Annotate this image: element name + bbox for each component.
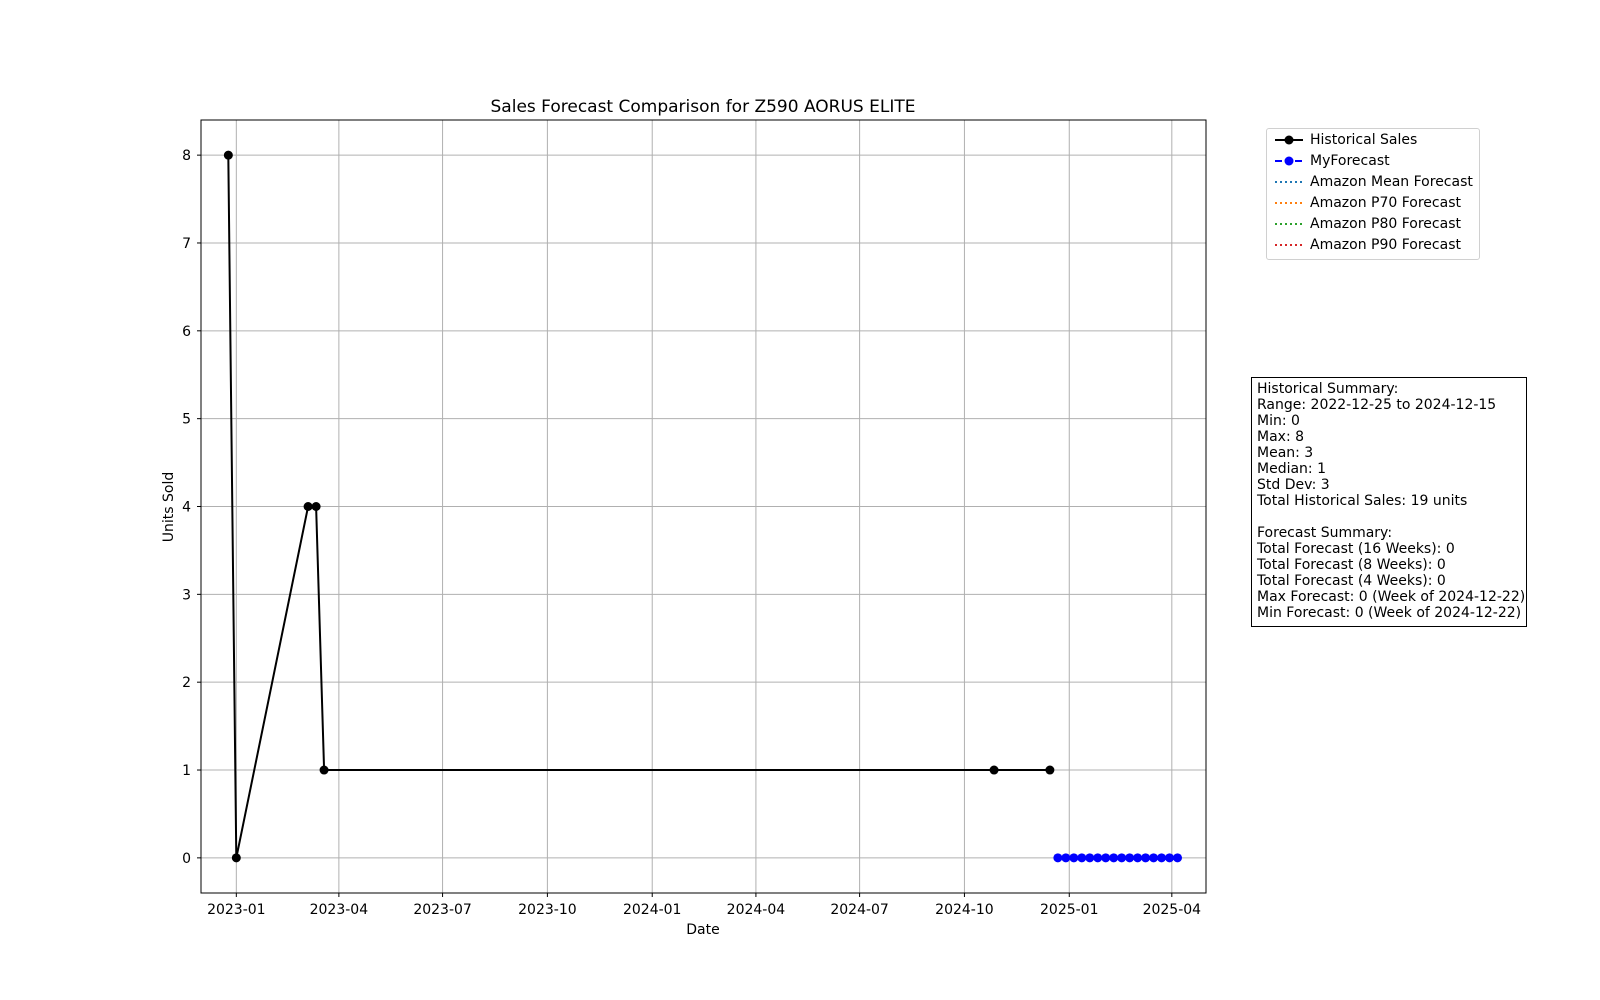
y-tick-label: 4 bbox=[182, 500, 191, 516]
legend-label: Amazon P80 Forecast bbox=[1310, 216, 1461, 232]
legend-label: Amazon Mean Forecast bbox=[1310, 174, 1473, 190]
x-axis-label: Date bbox=[686, 922, 719, 938]
myforecast-point bbox=[1157, 853, 1167, 863]
summary-line bbox=[1257, 509, 1521, 525]
myforecast-point bbox=[1173, 853, 1183, 863]
axis-ticks: 0 1 2 3 4 5 6 7 8 2023-01 2023-04 2023-07 2023-10 202… bbox=[182, 148, 1201, 918]
summary-line: Max: 8 bbox=[1257, 429, 1305, 445]
summary-line: Median: 1 bbox=[1257, 461, 1326, 477]
y-tick-label: 3 bbox=[182, 587, 191, 603]
legend-swatch bbox=[1275, 223, 1303, 225]
x-tick-label: 2024-04 bbox=[727, 902, 786, 918]
myforecast-point bbox=[1077, 853, 1087, 863]
myforecast-point bbox=[1101, 853, 1111, 863]
y-tick-label: 7 bbox=[182, 236, 191, 252]
y-tick-label: 0 bbox=[182, 851, 191, 867]
summary-line: Std Dev: 3 bbox=[1257, 477, 1330, 493]
historical-sales-point bbox=[311, 502, 321, 511]
series-layer bbox=[223, 150, 1183, 863]
myforecast-point bbox=[1109, 853, 1119, 863]
myforecast-point bbox=[1149, 853, 1159, 863]
summary-line: Historical Summary: bbox=[1257, 381, 1399, 397]
grid bbox=[201, 120, 1206, 893]
legend-item-historical-sales: Historical Sales bbox=[1267, 130, 1479, 150]
legend-swatch bbox=[1275, 156, 1303, 166]
legend-label: Historical Sales bbox=[1310, 132, 1418, 148]
legend-swatch bbox=[1275, 202, 1303, 204]
myforecast-point bbox=[1085, 853, 1095, 863]
summary-box: Historical Summary: Range: 2022-12-25 to… bbox=[1251, 377, 1527, 627]
myforecast-point bbox=[1053, 853, 1063, 863]
historical-sales-point bbox=[231, 853, 241, 863]
x-tick-label: 2024-10 bbox=[935, 902, 994, 918]
summary-line: Min Forecast: 0 (Week of 2024-12-22) bbox=[1257, 605, 1522, 621]
summary-line: Range: 2022-12-25 to 2024-12-15 bbox=[1257, 397, 1497, 413]
summary-line: Mean: 3 bbox=[1257, 445, 1314, 461]
y-tick-label: 1 bbox=[182, 763, 191, 779]
legend: Historical Sales MyForecast Amazon Mean … bbox=[1266, 128, 1480, 260]
legend-item-amazon-p80-forecast: Amazon P80 Forecast bbox=[1267, 214, 1479, 234]
legend-label: MyForecast bbox=[1310, 153, 1390, 169]
legend-swatch bbox=[1275, 135, 1303, 145]
y-tick-label: 8 bbox=[182, 148, 191, 164]
historical-sales-point bbox=[1045, 765, 1055, 775]
legend-item-amazon-p90-forecast: Amazon P90 Forecast bbox=[1267, 235, 1479, 255]
myforecast-point bbox=[1061, 853, 1071, 863]
myforecast-point bbox=[1093, 853, 1103, 863]
myforecast-point bbox=[1069, 853, 1079, 863]
y-axis-label: Units Sold bbox=[161, 472, 177, 542]
historical-sales-point bbox=[223, 150, 233, 160]
x-tick-label: 2023-04 bbox=[310, 902, 369, 918]
legend-swatch bbox=[1275, 181, 1303, 183]
summary-line: Total Forecast (16 Weeks): 0 bbox=[1257, 541, 1455, 557]
x-tick-label: 2025-04 bbox=[1143, 902, 1202, 918]
myforecast-point bbox=[1125, 853, 1135, 863]
legend-item-amazon-p70-forecast: Amazon P70 Forecast bbox=[1267, 193, 1479, 213]
summary-line: Total Historical Sales: 19 units bbox=[1257, 493, 1468, 509]
myforecast-point bbox=[1133, 853, 1143, 863]
myforecast-point bbox=[1165, 853, 1175, 863]
summary-line: Max Forecast: 0 (Week of 2024-12-22) bbox=[1257, 589, 1526, 605]
x-tick-label: 2023-07 bbox=[413, 902, 472, 918]
y-tick-label: 5 bbox=[182, 412, 191, 428]
legend-label: Amazon P70 Forecast bbox=[1310, 195, 1461, 211]
summary-line: Min: 0 bbox=[1257, 413, 1300, 429]
legend-item-amazon-mean-forecast: Amazon Mean Forecast bbox=[1267, 172, 1479, 192]
historical-sales-point bbox=[303, 502, 313, 511]
myforecast-point bbox=[1141, 853, 1151, 863]
myforecast-point bbox=[1117, 853, 1127, 863]
x-tick-label: 2023-10 bbox=[518, 902, 577, 918]
historical-sales-point bbox=[989, 765, 999, 775]
x-tick-label: 2025-01 bbox=[1040, 902, 1099, 918]
y-tick-label: 6 bbox=[182, 324, 191, 340]
summary-line: Total Forecast (8 Weeks): 0 bbox=[1257, 557, 1446, 573]
legend-item-myforecast: MyForecast bbox=[1267, 151, 1479, 171]
summary-line: Forecast Summary: bbox=[1257, 525, 1393, 541]
x-tick-label: 2024-01 bbox=[623, 902, 682, 918]
historical-sales-point bbox=[319, 765, 329, 775]
legend-swatch bbox=[1275, 244, 1303, 246]
x-tick-label: 2023-01 bbox=[207, 902, 266, 918]
x-tick-label: 2024-07 bbox=[830, 902, 889, 918]
legend-label: Amazon P90 Forecast bbox=[1310, 237, 1461, 253]
summary-line: Total Forecast (4 Weeks): 0 bbox=[1257, 573, 1446, 589]
chart-title: Sales Forecast Comparison for Z590 AORUS… bbox=[491, 97, 916, 117]
y-tick-label: 2 bbox=[182, 675, 191, 691]
